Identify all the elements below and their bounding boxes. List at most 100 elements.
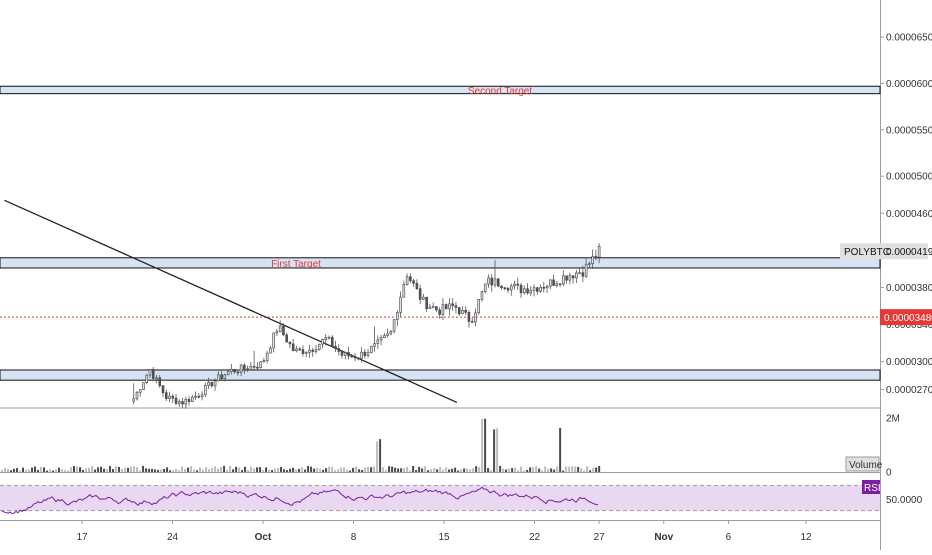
candle[interactable] (288, 341, 292, 345)
trendline[interactable] (4, 199, 458, 404)
candle[interactable] (519, 284, 523, 294)
candle[interactable] (314, 349, 318, 352)
candle[interactable] (291, 343, 295, 352)
candle[interactable] (191, 396, 194, 402)
candle[interactable] (282, 325, 285, 336)
candle[interactable] (438, 309, 441, 315)
candle[interactable] (142, 382, 145, 390)
candle[interactable] (431, 306, 435, 308)
candle[interactable] (353, 355, 357, 359)
candle[interactable] (483, 283, 487, 292)
candle[interactable] (444, 304, 448, 310)
candle[interactable] (256, 366, 259, 369)
candle[interactable] (578, 272, 581, 275)
candle[interactable] (500, 285, 503, 288)
candle[interactable] (347, 352, 350, 357)
candle[interactable] (343, 352, 347, 356)
candle[interactable] (321, 339, 324, 345)
candle[interactable] (409, 276, 412, 281)
candle[interactable] (233, 368, 236, 373)
candle[interactable] (295, 348, 298, 352)
candle[interactable] (584, 263, 588, 277)
candle[interactable] (311, 349, 315, 352)
candle[interactable] (422, 296, 425, 300)
candle[interactable] (262, 360, 266, 362)
candle[interactable] (425, 296, 428, 309)
candle[interactable] (536, 287, 539, 292)
candle[interactable] (171, 395, 175, 399)
candle[interactable] (516, 283, 520, 286)
candle[interactable] (275, 331, 279, 334)
candle[interactable] (379, 337, 383, 341)
candle[interactable] (555, 283, 559, 286)
target-zone[interactable] (0, 85, 881, 95)
candle[interactable] (269, 347, 272, 354)
candle[interactable] (135, 391, 139, 400)
candle[interactable] (565, 275, 568, 281)
candle[interactable] (389, 330, 393, 335)
candle[interactable] (265, 352, 269, 361)
candle[interactable] (558, 283, 562, 286)
candle[interactable] (155, 377, 158, 380)
candle[interactable] (503, 287, 507, 289)
candle[interactable] (220, 374, 223, 380)
candle[interactable] (454, 305, 458, 308)
candle[interactable] (415, 283, 419, 289)
candle[interactable] (386, 333, 389, 336)
candle[interactable] (298, 348, 301, 351)
candle[interactable] (194, 395, 197, 398)
candle[interactable] (200, 394, 204, 397)
candle[interactable] (350, 355, 354, 358)
candle[interactable] (373, 343, 376, 347)
candle[interactable] (210, 381, 214, 387)
candle[interactable] (418, 288, 422, 300)
candle[interactable] (285, 334, 288, 343)
candle[interactable] (581, 272, 585, 277)
candle[interactable] (360, 351, 363, 359)
candle[interactable] (145, 374, 149, 383)
candle[interactable] (324, 337, 328, 340)
candle[interactable] (487, 277, 490, 285)
candle[interactable] (542, 287, 546, 289)
candle[interactable] (539, 287, 542, 292)
candle[interactable] (506, 287, 510, 291)
candle[interactable] (357, 357, 360, 360)
candle[interactable] (330, 336, 334, 347)
target-zone[interactable] (0, 369, 881, 381)
candle[interactable] (513, 283, 516, 287)
candle[interactable] (334, 345, 337, 349)
candle[interactable] (239, 364, 243, 373)
candle[interactable] (412, 280, 415, 284)
candle[interactable] (532, 287, 536, 291)
candle[interactable] (470, 321, 474, 323)
candle[interactable] (457, 307, 461, 315)
candle[interactable] (588, 263, 591, 265)
candle[interactable] (223, 374, 227, 380)
candle[interactable] (197, 395, 201, 398)
candle[interactable] (217, 374, 220, 382)
candle[interactable] (545, 285, 549, 289)
candle[interactable] (184, 399, 188, 405)
candle[interactable] (575, 272, 578, 279)
candle[interactable] (246, 368, 249, 371)
candle[interactable] (402, 284, 406, 298)
candle[interactable] (399, 296, 402, 313)
candle[interactable] (187, 399, 191, 402)
candle[interactable] (138, 389, 142, 393)
candle[interactable] (272, 332, 275, 349)
candle[interactable] (340, 351, 344, 356)
candle[interactable] (230, 368, 233, 373)
candle[interactable] (451, 303, 454, 307)
candle[interactable] (249, 366, 253, 371)
candle[interactable] (317, 343, 321, 350)
candle[interactable] (529, 289, 533, 294)
candle[interactable] (509, 285, 513, 291)
candle[interactable] (181, 401, 184, 405)
candle[interactable] (158, 377, 162, 386)
candle[interactable] (549, 279, 552, 287)
candle[interactable] (396, 312, 399, 320)
candle[interactable] (376, 339, 380, 344)
candle[interactable] (405, 276, 409, 285)
candle[interactable] (383, 335, 386, 338)
